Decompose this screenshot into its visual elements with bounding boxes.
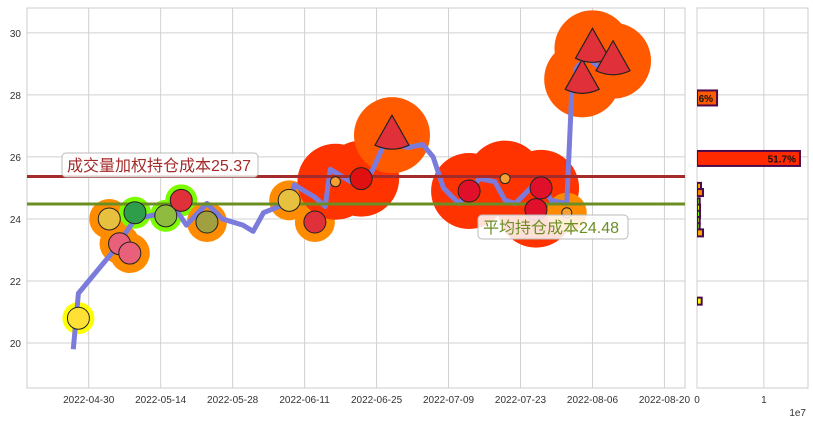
fruit-markers <box>66 27 631 330</box>
y-tick-label: 20 <box>10 339 22 350</box>
x-tick-label: 2022-06-11 <box>279 395 330 406</box>
cost-labels: 成交量加权持仓成本25.37 平均持仓成本24.48 <box>61 152 629 240</box>
volume-bar-label: 6% <box>699 94 714 105</box>
watermelon-icon <box>374 113 410 150</box>
volume-bar-label: 51.7% <box>768 154 796 165</box>
axes: 2022-04-30 2022-05-14 2022-05-28 2022-06-11… <box>10 29 691 406</box>
y-tick-label: 28 <box>10 91 22 102</box>
side-offset-label: 1e7 <box>789 408 806 419</box>
pineapple-icon <box>277 188 301 212</box>
x-tick-label: 2022-05-14 <box>135 395 187 406</box>
x-tick-label: 2022-08-06 <box>567 395 619 406</box>
banana-icon <box>66 306 90 330</box>
watermelon-icon <box>169 188 193 212</box>
apple-icon <box>349 167 373 191</box>
x-tick-label: 2022-07-09 <box>423 395 475 406</box>
watermelon-icon <box>303 210 327 234</box>
volume-profile-panel: 0 1 1e7 6% 51.7% <box>694 7 809 419</box>
y-tick-label: 30 <box>10 29 22 40</box>
kiwi-icon <box>154 204 178 228</box>
x-tick-label: 2022-07-23 <box>495 395 547 406</box>
radish-icon <box>118 241 142 265</box>
pineapple-icon <box>97 207 121 231</box>
x-tick-label: 2022-04-30 <box>63 395 115 406</box>
y-tick-label: 24 <box>10 215 22 226</box>
side-plot-area <box>696 7 809 389</box>
side-bars: 6% 51.7% <box>697 89 801 306</box>
strawberry-icon <box>457 179 481 203</box>
y-tick-label: 22 <box>10 277 22 288</box>
cost-label-box <box>477 214 629 240</box>
x-tick-label: 2022-06-25 <box>351 395 403 406</box>
volume-bar <box>697 89 719 107</box>
x-tick-label: 2022-08-20 <box>639 395 691 406</box>
carrot-icon <box>329 176 341 188</box>
pear-icon <box>195 210 219 234</box>
side-x-tick-label: 1 <box>761 395 767 406</box>
peas-icon <box>123 201 147 225</box>
carrot-icon <box>499 173 511 185</box>
cost-label-box <box>61 152 259 178</box>
watermelon-icon <box>595 39 631 76</box>
x-tick-label: 2022-05-28 <box>207 395 259 406</box>
watermelon-icon <box>564 58 601 94</box>
side-x-tick-label: 0 <box>694 395 700 406</box>
volume-bar <box>697 228 705 238</box>
strawberry-icon <box>529 176 553 200</box>
y-tick-label: 26 <box>10 153 22 164</box>
cost-label: 成交量加权持仓成本25.37 <box>67 157 251 175</box>
volume-bar <box>697 149 801 167</box>
cost-label: 平均持仓成本24.48 <box>483 219 619 237</box>
volume-bar <box>697 296 703 306</box>
volume-bar <box>697 188 705 198</box>
